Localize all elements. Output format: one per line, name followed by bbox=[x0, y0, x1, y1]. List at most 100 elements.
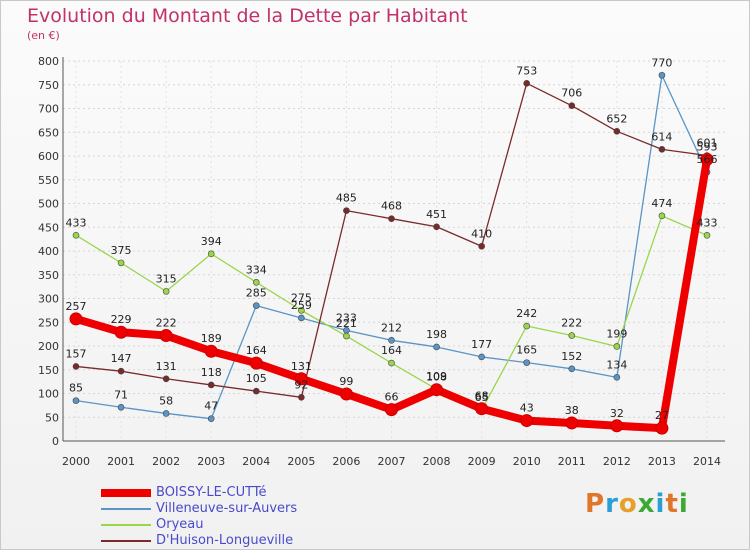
data-label: 27 bbox=[655, 409, 669, 422]
data-point bbox=[475, 402, 489, 416]
data-label: 257 bbox=[66, 300, 87, 313]
data-point bbox=[430, 383, 444, 397]
legend-swatch bbox=[101, 524, 151, 526]
y-tick-label: 450 bbox=[38, 221, 59, 234]
y-tick-label: 0 bbox=[52, 435, 59, 448]
data-point bbox=[162, 288, 170, 295]
data-point bbox=[655, 421, 669, 435]
x-tick-label: 2012 bbox=[603, 455, 631, 468]
data-point bbox=[700, 152, 714, 166]
y-tick-label: 400 bbox=[38, 245, 59, 258]
data-label: 375 bbox=[111, 244, 132, 257]
legend-swatch bbox=[101, 508, 151, 510]
data-point bbox=[207, 415, 215, 422]
data-point bbox=[298, 307, 305, 314]
data-label: 770 bbox=[651, 56, 672, 69]
legend-item: D'Huison-Longueville bbox=[101, 533, 461, 549]
y-tick-label: 150 bbox=[38, 364, 59, 377]
data-point bbox=[72, 363, 80, 370]
data-point bbox=[613, 374, 621, 381]
data-point bbox=[117, 259, 125, 267]
data-point bbox=[523, 359, 531, 366]
data-label: 177 bbox=[471, 338, 492, 351]
data-label: 189 bbox=[201, 332, 222, 345]
data-point bbox=[252, 279, 260, 286]
y-tick-label: 250 bbox=[38, 316, 59, 329]
chart-title: Evolution du Montant de la Dette par Hab… bbox=[27, 5, 468, 27]
data-point bbox=[613, 128, 621, 135]
data-label: 131 bbox=[156, 360, 177, 373]
x-tick-label: 2004 bbox=[242, 455, 270, 468]
data-label: 66 bbox=[385, 391, 399, 404]
y-tick-label: 750 bbox=[38, 79, 59, 92]
data-point bbox=[568, 332, 576, 339]
legend-label: BOISSY-LE-CUTTé bbox=[156, 485, 267, 500]
data-point bbox=[478, 242, 485, 250]
data-point bbox=[568, 102, 576, 109]
legend-item: BOISSY-LE-CUTTé bbox=[101, 485, 461, 501]
data-point bbox=[207, 250, 215, 258]
data-label: 65 bbox=[475, 391, 489, 404]
y-tick-label: 100 bbox=[38, 388, 59, 401]
data-point bbox=[72, 232, 80, 239]
x-tick-label: 2010 bbox=[513, 455, 541, 468]
data-label: 58 bbox=[159, 394, 173, 407]
data-label: 85 bbox=[69, 382, 83, 395]
data-point bbox=[433, 223, 440, 231]
legend-item: Oryeau bbox=[101, 517, 461, 533]
data-point bbox=[117, 403, 125, 411]
data-point bbox=[388, 359, 395, 367]
x-tick-label: 2011 bbox=[558, 455, 586, 468]
legend-item: Villeneuve-sur-Auvers bbox=[101, 501, 461, 517]
legend: BOISSY-LE-CUTTé Villeneuve-sur-Auvers Orye… bbox=[101, 485, 461, 549]
data-label: 164 bbox=[381, 344, 402, 357]
data-label: 433 bbox=[66, 216, 87, 229]
x-tick-label: 2009 bbox=[468, 455, 496, 468]
data-label: 71 bbox=[114, 388, 128, 401]
y-tick-label: 650 bbox=[38, 126, 59, 139]
legend-swatch bbox=[101, 489, 151, 497]
legend-swatch bbox=[101, 540, 151, 542]
y-tick-label: 800 bbox=[38, 55, 59, 68]
data-label: 474 bbox=[651, 197, 672, 210]
x-tick-label: 2013 bbox=[648, 455, 676, 468]
data-point bbox=[523, 80, 531, 87]
data-label: 394 bbox=[201, 235, 222, 248]
data-point bbox=[162, 375, 170, 383]
x-tick-label: 2006 bbox=[332, 455, 360, 468]
data-point bbox=[298, 393, 305, 401]
x-tick-label: 2007 bbox=[378, 455, 406, 468]
y-tick-label: 350 bbox=[38, 269, 59, 282]
data-point bbox=[207, 381, 215, 389]
data-label: 32 bbox=[610, 407, 624, 420]
y-tick-label: 300 bbox=[38, 293, 59, 306]
data-point bbox=[162, 410, 170, 417]
data-label: 105 bbox=[246, 372, 267, 385]
data-label: 198 bbox=[426, 328, 447, 341]
data-label: 259 bbox=[291, 299, 312, 312]
data-point bbox=[658, 146, 666, 153]
y-tick-label: 50 bbox=[45, 411, 59, 424]
data-label: 134 bbox=[606, 358, 627, 371]
data-label: 147 bbox=[111, 352, 132, 365]
data-label: 433 bbox=[697, 216, 718, 229]
data-point bbox=[478, 353, 485, 361]
data-label: 165 bbox=[516, 344, 537, 357]
data-label: 108 bbox=[426, 371, 447, 384]
data-label: 199 bbox=[606, 327, 627, 340]
data-point bbox=[388, 336, 395, 344]
data-label: 164 bbox=[246, 344, 267, 357]
data-label: 222 bbox=[561, 317, 582, 330]
y-tick-label: 600 bbox=[38, 150, 59, 163]
data-label: 485 bbox=[336, 192, 357, 205]
data-point bbox=[568, 365, 576, 373]
data-point bbox=[658, 212, 666, 220]
data-label: 652 bbox=[606, 112, 627, 125]
data-point bbox=[388, 215, 395, 222]
legend-label: D'Huison-Longueville bbox=[156, 533, 294, 548]
chart-subtitle: (en €) bbox=[27, 29, 60, 42]
data-point bbox=[252, 387, 260, 395]
x-tick-label: 2002 bbox=[152, 455, 180, 468]
